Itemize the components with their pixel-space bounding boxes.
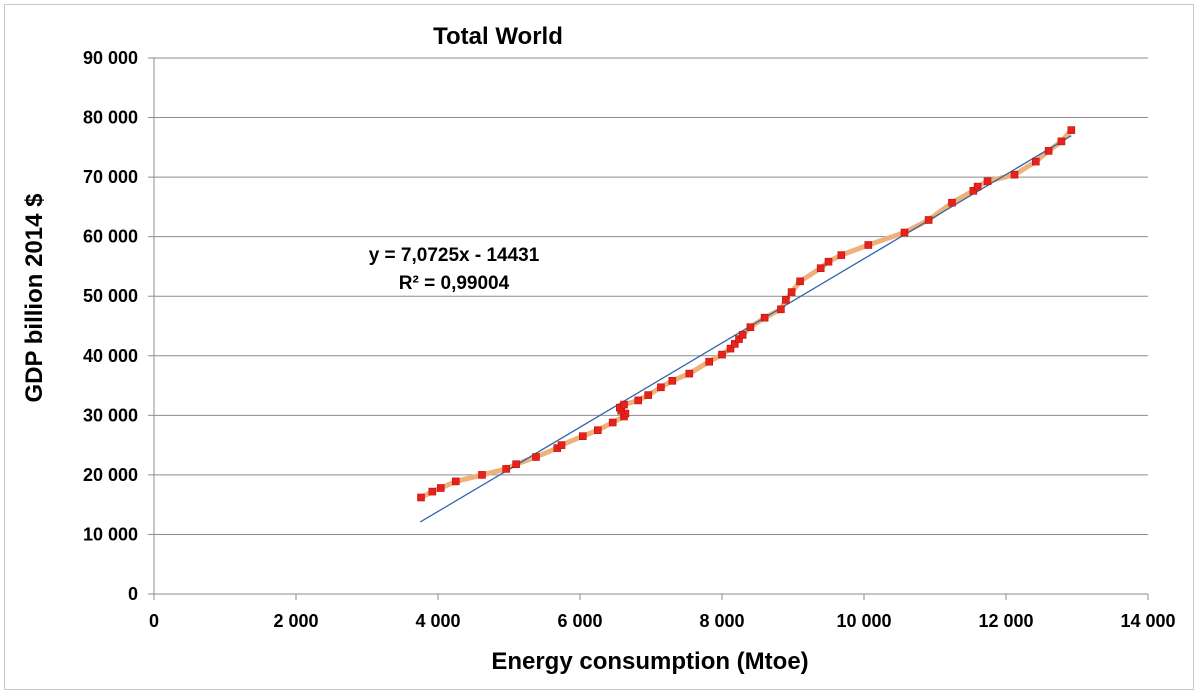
data-point — [532, 453, 540, 461]
point-layer — [417, 126, 1076, 502]
x-tick-label: 4 000 — [415, 611, 460, 631]
data-point — [973, 182, 982, 191]
data-point — [644, 391, 653, 399]
data-point — [502, 465, 511, 473]
y-tick-label: 70 000 — [83, 167, 138, 187]
y-tick-label: 80 000 — [83, 108, 138, 128]
data-point — [726, 344, 735, 353]
trendline-equation: y = 7,0725x - 14431 — [369, 245, 540, 266]
grid-layer — [154, 57, 1148, 535]
data-point — [718, 350, 726, 359]
series-line — [418, 127, 1074, 500]
data-point — [824, 257, 833, 266]
data-point — [512, 460, 520, 469]
x-tick-label: 8 000 — [699, 611, 744, 631]
data-point — [1057, 137, 1066, 146]
data-point — [436, 484, 445, 492]
data-point — [1032, 157, 1040, 166]
data-point — [451, 477, 460, 486]
series-layer — [418, 127, 1074, 500]
y-tick-label: 10 000 — [83, 524, 138, 544]
x-axis-title: Energy consumption (Mtoe) — [491, 648, 808, 675]
data-point — [478, 471, 486, 479]
label-layer: 0 10 000 20 000 30 000 40 000 50 000 60 000 70 … — [83, 48, 1176, 631]
y-axis-title: GDP billion 2014 $ — [21, 193, 48, 403]
data-point — [608, 418, 617, 427]
trendline-r-squared: R² = 0,99004 — [399, 273, 510, 294]
data-point — [620, 400, 628, 409]
x-tick-label: 10 000 — [836, 611, 891, 631]
data-point — [634, 396, 643, 405]
data-point — [730, 340, 739, 348]
data-point — [428, 487, 437, 496]
y-tick-label: 30 000 — [83, 405, 138, 425]
x-tick-label: 12 000 — [978, 611, 1033, 631]
data-point — [685, 369, 694, 378]
data-point — [983, 177, 992, 186]
data-point — [796, 277, 804, 286]
chart-title: Total World — [433, 23, 563, 50]
data-point — [578, 432, 587, 441]
data-point — [787, 288, 796, 296]
data-point — [417, 493, 425, 502]
data-point — [837, 251, 846, 259]
data-point — [924, 216, 933, 224]
y-tick-label: 50 000 — [83, 286, 138, 306]
data-point — [1010, 170, 1019, 179]
data-point — [782, 295, 790, 304]
data-point — [948, 198, 956, 207]
trend-layer — [419, 135, 1072, 523]
data-point — [746, 323, 755, 332]
data-point — [864, 241, 873, 249]
y-tick-label: 20 000 — [83, 465, 138, 485]
x-tick-label: 2 000 — [273, 611, 318, 631]
data-point — [816, 264, 825, 273]
data-point — [668, 376, 677, 385]
data-point — [557, 441, 566, 449]
data-point — [738, 331, 747, 339]
data-point — [760, 313, 769, 322]
x-tick-label: 6 000 — [557, 611, 602, 631]
y-tick-label: 90 000 — [83, 48, 138, 68]
data-point — [1044, 147, 1053, 155]
data-point — [705, 357, 714, 366]
data-point — [1067, 126, 1076, 134]
data-point — [657, 383, 665, 392]
y-tick-label: 0 — [128, 584, 138, 604]
y-tick-label: 60 000 — [83, 227, 138, 247]
axis-layer — [148, 57, 1149, 600]
y-tick-label: 40 000 — [83, 346, 138, 366]
x-tick-label: 14 000 — [1120, 611, 1175, 631]
data-point — [777, 305, 785, 314]
data-point — [593, 426, 602, 435]
chart-frame — [4, 4, 1194, 690]
trendline — [419, 135, 1072, 523]
data-point — [900, 228, 909, 237]
x-tick-label: 0 — [149, 611, 159, 631]
data-point — [969, 187, 978, 195]
